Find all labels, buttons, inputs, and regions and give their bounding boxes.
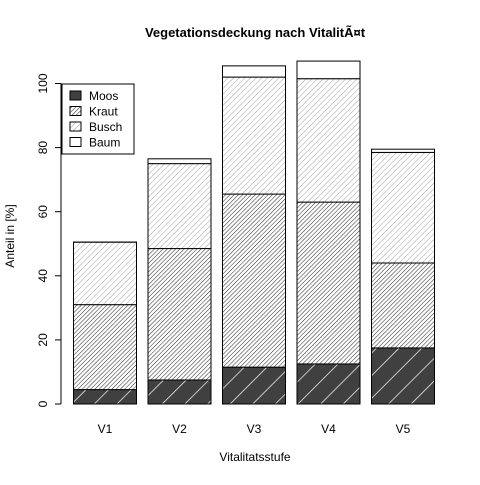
bar-segment-v4-busch xyxy=(297,79,360,202)
x-tick-label: V5 xyxy=(396,422,411,436)
legend-label-kraut: Kraut xyxy=(89,105,118,119)
legend-label-baum: Baum xyxy=(89,136,120,150)
x-tick-labels: V1 V2 V3 V4 V5 xyxy=(98,422,411,436)
bar-segment-v3-kraut xyxy=(223,194,286,367)
y-tick-label: 100 xyxy=(36,73,50,93)
bar-segment-v2-kraut xyxy=(148,249,211,380)
legend-swatch-kraut xyxy=(70,107,81,116)
y-tick-label: 0 xyxy=(36,400,50,407)
bar-segment-v5-baum xyxy=(372,149,435,152)
y-tick-label: 20 xyxy=(36,333,50,347)
legend-swatch-baum xyxy=(70,138,81,147)
x-tick-label: V4 xyxy=(321,422,336,436)
bar-segment-v3-moos xyxy=(223,367,286,404)
bar-segment-v1-kraut xyxy=(74,305,137,390)
chart-title: Vegetationsdeckung nach VitalitÃ¤t xyxy=(145,25,366,40)
y-tick-label: 80 xyxy=(36,141,50,155)
bar-segment-v2-baum xyxy=(148,159,211,164)
bar-segment-v5-busch xyxy=(372,152,435,263)
legend-swatch-busch xyxy=(70,122,81,131)
x-tick-label: V1 xyxy=(98,422,113,436)
legend-label-moos: Moos xyxy=(89,89,118,103)
y-tick-label: 60 xyxy=(36,205,50,219)
bar-segment-v3-baum xyxy=(223,66,286,77)
bar-segment-v4-kraut xyxy=(297,202,360,364)
legend-swatch-moos xyxy=(70,91,81,100)
y-axis: 0 20 40 60 80 100 xyxy=(36,73,61,407)
bar-segment-v5-moos xyxy=(372,348,435,404)
bar-segment-v4-baum xyxy=(297,61,360,79)
y-tick-label: 40 xyxy=(36,269,50,283)
bar-segment-v4-moos xyxy=(297,364,360,404)
bar-segment-v2-busch xyxy=(148,164,211,249)
y-axis-label: Anteil in [%] xyxy=(3,204,17,267)
bar-segment-v2-moos xyxy=(148,380,211,404)
x-tick-label: V3 xyxy=(247,422,262,436)
x-axis-label: Vitalitatsstufe xyxy=(219,450,290,464)
bar-segment-v3-busch xyxy=(223,77,286,194)
legend-label-busch: Busch xyxy=(89,120,122,134)
bar-segment-v5-kraut xyxy=(372,263,435,348)
bar-segment-v1-moos xyxy=(74,390,137,404)
bar-segment-v1-busch xyxy=(74,242,137,304)
x-tick-label: V2 xyxy=(172,422,187,436)
